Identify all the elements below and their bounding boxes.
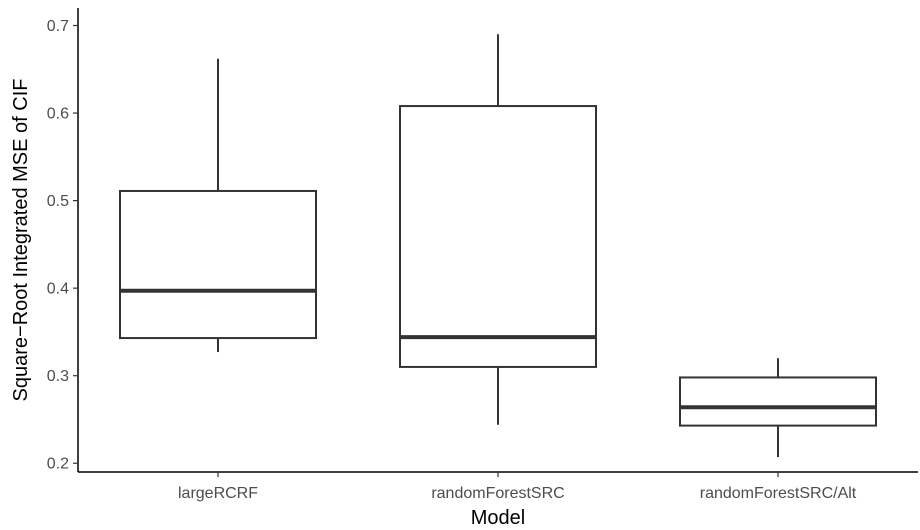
y-tick-label: 0.5 xyxy=(47,193,69,210)
interquartile-box xyxy=(399,105,597,368)
y-tick-label: 0.7 xyxy=(47,18,69,35)
y-tick-label: 0.2 xyxy=(47,456,69,473)
plot-area xyxy=(119,34,877,458)
x-tick-label: randomForestSRC/Alt xyxy=(700,485,857,502)
box-largercrf xyxy=(119,58,317,353)
y-axis-ticks: 0.2 0.3 0.4 0.5 0.6 0.7 xyxy=(47,18,78,473)
box-randomforestsrc xyxy=(399,34,597,425)
x-axis-title: Model xyxy=(471,507,525,529)
interquartile-box xyxy=(119,189,317,340)
y-tick-label: 0.6 xyxy=(47,106,69,123)
interquartile-box xyxy=(679,376,877,427)
y-tick-label: 0.4 xyxy=(47,281,69,298)
x-tick-label: randomForestSRC xyxy=(431,485,564,502)
y-tick-label: 0.3 xyxy=(47,368,69,385)
box-randomforestsrc-alt xyxy=(679,358,877,458)
x-tick-label: largeRCRF xyxy=(178,485,258,502)
x-axis-ticks: largeRCRF randomForestSRC randomForestSRC/… xyxy=(178,472,857,502)
y-axis-title: Square−Root Integrated MSE of CIF xyxy=(10,79,32,402)
